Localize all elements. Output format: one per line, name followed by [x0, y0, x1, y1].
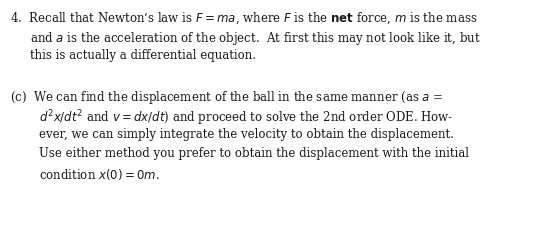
Text: condition $x(0) = 0m$.: condition $x(0) = 0m$.	[39, 167, 160, 182]
Text: this is actually a differential equation.: this is actually a differential equation…	[30, 49, 256, 62]
Text: and $a$ is the acceleration of the object.  At first this may not look like it, : and $a$ is the acceleration of the objec…	[30, 30, 481, 47]
Text: ever, we can simply integrate the velocity to obtain the displacement.: ever, we can simply integrate the veloci…	[39, 128, 454, 141]
Text: Use either method you prefer to obtain the displacement with the initial: Use either method you prefer to obtain t…	[39, 147, 469, 160]
Text: (c)  We can find the displacement of the ball in the same manner (as $a$ =: (c) We can find the displacement of the …	[10, 89, 443, 106]
Text: 4.  Recall that Newton’s law is $F = ma$, where $F$ is the $\mathbf{net}$ force,: 4. Recall that Newton’s law is $F = ma$,…	[10, 10, 477, 26]
Text: $d^2x/dt^2$ and $v = dx/dt$) and proceed to solve the 2nd order ODE. How-: $d^2x/dt^2$ and $v = dx/dt$) and proceed…	[39, 109, 454, 128]
